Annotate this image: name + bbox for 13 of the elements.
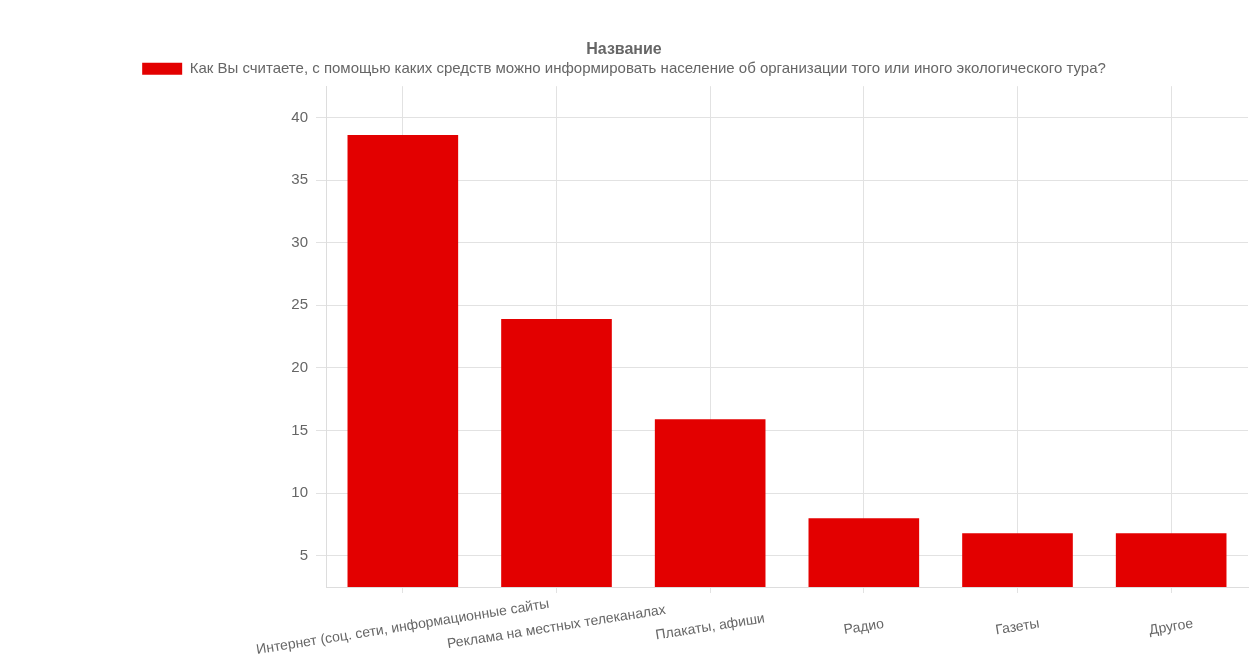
y-tick-label: 20 [291, 358, 308, 376]
y-tick-label: 10 [291, 483, 308, 501]
x-tick-label: Газеты [994, 614, 1041, 638]
y-tick-label: 30 [291, 232, 308, 250]
y-tick-label: 35 [291, 170, 308, 188]
y-tick-label: 5 [299, 545, 308, 563]
y-tick-label: 40 [291, 107, 308, 125]
chart-title: Название [586, 40, 662, 58]
y-tick-label: 15 [291, 420, 308, 438]
y-tick-label: 25 [291, 295, 308, 313]
legend-label: Как Вы считаете, с помощью каких средств можно информировать население об организации того или иного экологического тура? [189, 58, 1106, 76]
x-tick-label: Другое [1147, 614, 1195, 638]
x-tick-label: Радио [842, 614, 886, 638]
